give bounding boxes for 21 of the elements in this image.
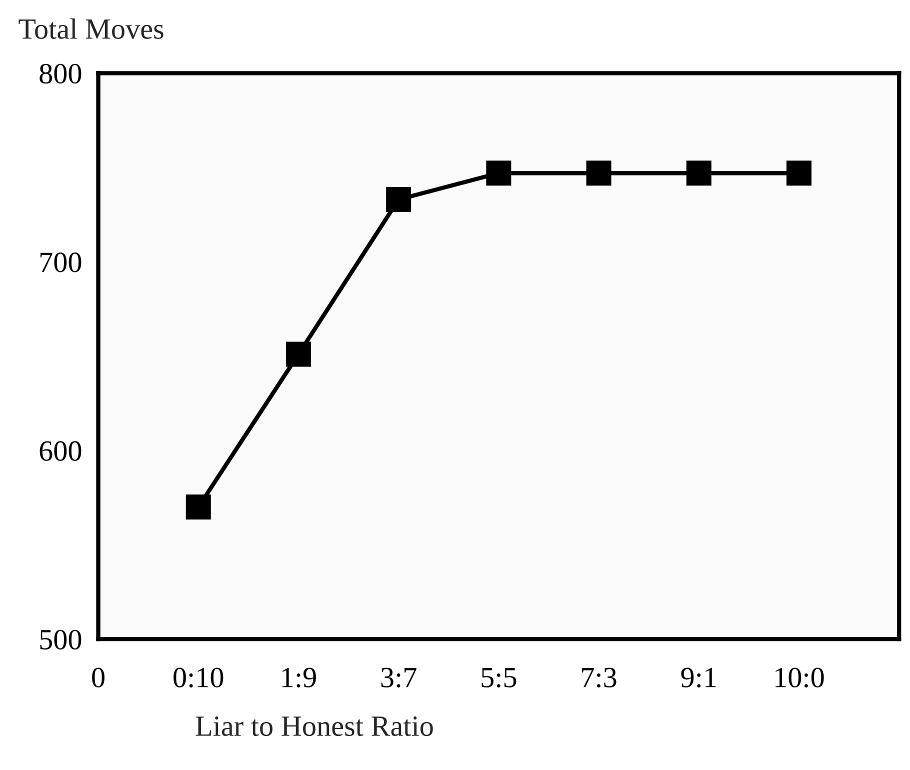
point xyxy=(286,342,311,367)
y-tick-label: 500 xyxy=(40,630,82,650)
x-tick-label: 10:0 xyxy=(776,668,824,688)
y-tick-label: 600 xyxy=(40,441,82,461)
x-tick-label: 7:3 xyxy=(582,668,616,688)
x-tick-label: 0 xyxy=(92,668,104,688)
point xyxy=(786,160,812,186)
x-tick-label: 1:9 xyxy=(282,668,316,688)
x-axis-title: Liar to Honest Ratio xyxy=(196,716,433,736)
point xyxy=(386,187,412,212)
y-axis-title: Total Moves xyxy=(18,18,164,39)
point xyxy=(586,160,612,186)
x-tick-label: 5:5 xyxy=(482,668,516,688)
point xyxy=(486,160,512,186)
point xyxy=(686,160,712,186)
point xyxy=(186,494,211,520)
y-tick-label: 700 xyxy=(40,252,82,272)
x-tick-label: 9:1 xyxy=(681,668,716,688)
y-tick-label: 800 xyxy=(40,64,82,84)
x-tick-label: 3:7 xyxy=(381,668,416,688)
x-tick-label: 0:10 xyxy=(174,668,224,688)
